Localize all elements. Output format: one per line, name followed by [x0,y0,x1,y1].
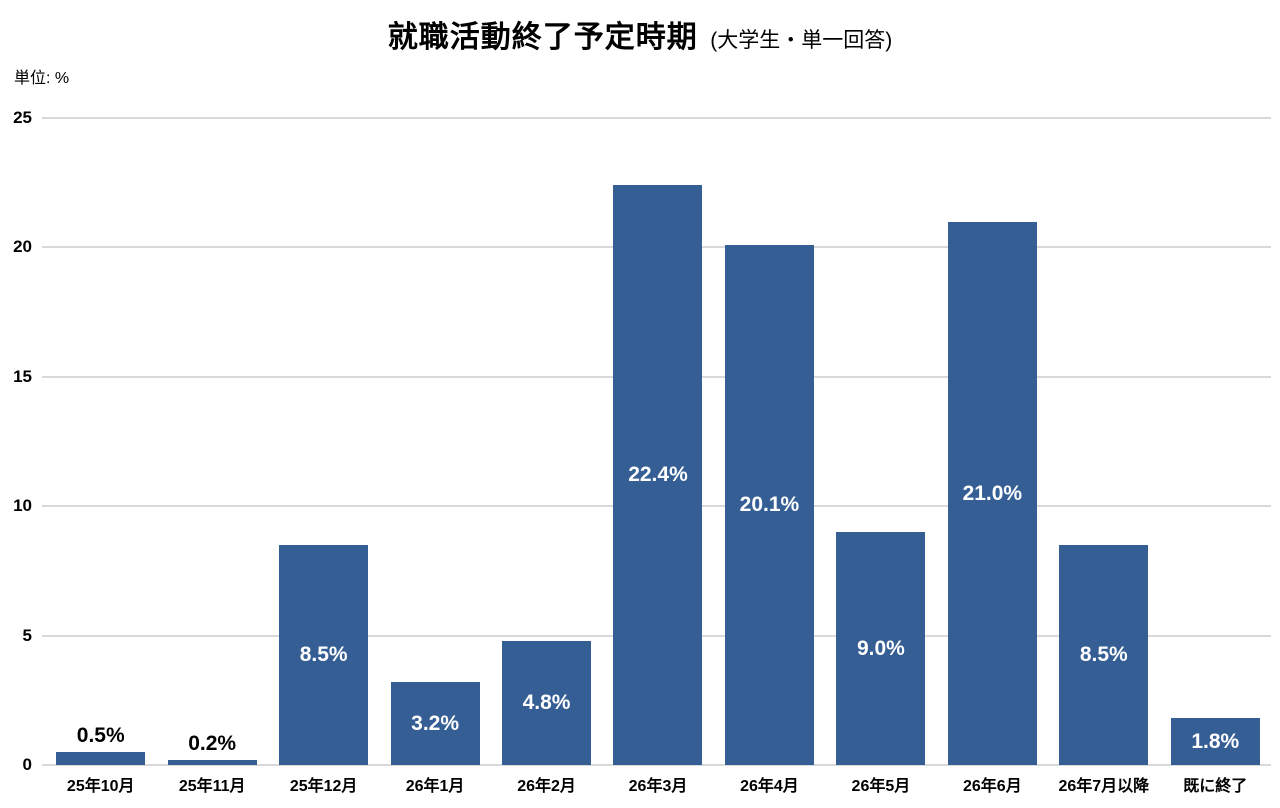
chart-title-main: 就職活動終了予定時期 [387,21,698,54]
bar-data-label: 0.5% [76,724,125,747]
x-axis-category-label: 26年3月 [628,778,688,795]
chart-title: 就職活動終了予定時期 (大学生・単一回答) [0,12,1280,56]
bar: 21.0% [947,222,1037,765]
x-axis-category-label: 既に終了 [1183,778,1248,795]
bar-data-label: 1.8% [1191,729,1240,753]
bar-data-label: 4.8% [522,691,571,714]
y-axis-labels: 0 5 10 15 20 25 [0,109,32,774]
chart-title-sub: (大学生・単一回答) [710,29,893,52]
bar: 22.4% [613,185,703,765]
y-axis-tick-label: 10 [13,496,32,516]
bar-data-label: 20.1% [739,493,800,516]
y-axis-tick-label: 5 [22,625,32,645]
x-axis-category-label: 26年2月 [517,778,576,795]
bar-slot: 22.4% [602,118,713,765]
bar-data-label: 0.2% [188,732,237,755]
bar-slot: 0.5% [45,118,156,765]
y-axis-tick-label: 25 [13,108,32,127]
bar: 8.5% [1059,545,1149,765]
bar-data-label: 9.0% [856,636,905,660]
bar: 1.8% [1170,718,1260,765]
gridline [42,117,1271,119]
bar-slot: 1.8% [1160,118,1271,765]
bar: 20.1% [724,245,814,765]
bar-data-label: 21.0% [962,481,1023,505]
bar-slot: 9.0% [825,118,936,765]
bar: 3.2% [390,682,480,765]
x-axis-category-label: 26年6月 [963,778,1022,795]
bar [56,752,146,765]
bar-data-label: 3.2% [411,711,460,735]
bars-layer: 0.5% 0.2% 8.5% 3.2% 4.8% 22.4% 20.1% 9.0% 21.0% 8… [45,118,1271,765]
x-axis-category-label: 25年10月 [66,778,135,795]
x-axis-category-label: 26年4月 [740,778,799,795]
bar-data-label: 8.5% [1079,643,1128,666]
bar-slot: 4.8% [491,118,602,765]
x-axis-category-label: 26年1月 [405,778,465,795]
bar-slot: 3.2% [379,118,490,765]
bar-data-label: 8.5% [299,643,348,666]
x-axis-category-label: 26年5月 [851,778,911,795]
y-axis-tick-label: 15 [13,366,32,386]
x-axis-labels: 25年10月 25年11月 25年12月 26年1月 26年2月 26年3月 26年4月 26… [45,772,1271,796]
bar-data-label: 22.4% [628,463,688,486]
bar-slot: 21.0% [937,118,1048,765]
bar [167,760,257,765]
x-axis-category-label: 25年11月 [178,778,246,795]
bar-slot: 8.5% [1048,118,1159,765]
x-axis-category-label: 25年12月 [289,778,358,795]
bar-slot: 20.1% [714,118,825,765]
bar: 8.5% [279,545,369,765]
bar-slot: 0.2% [156,118,267,765]
plot-area: 0.5% 0.2% 8.5% 3.2% 4.8% 22.4% 20.1% 9.0% 21.0% 8… [42,117,1271,766]
bar-slot: 8.5% [268,118,379,765]
bar: 4.8% [502,641,592,765]
unit-label: 単位: % [14,70,70,87]
x-axis-category-label: 26年7月以降 [1058,778,1150,795]
bar: 9.0% [836,532,926,765]
y-axis-tick-label: 20 [13,237,32,257]
gridline [42,764,1271,766]
y-axis-tick-label: 0 [22,755,32,774]
